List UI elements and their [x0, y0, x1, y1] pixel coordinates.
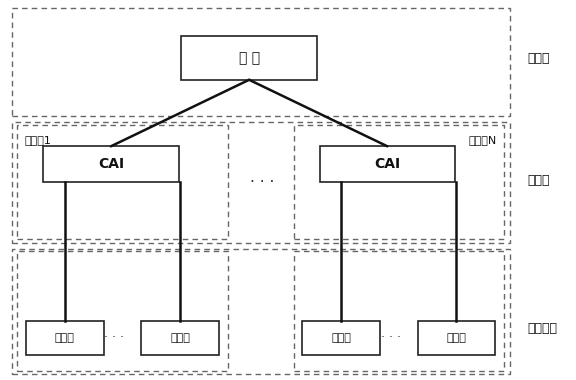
- Text: 传感器: 传感器: [446, 333, 467, 343]
- Text: 变电站N: 变电站N: [469, 135, 497, 145]
- Text: · · ·: · · ·: [104, 331, 124, 344]
- Text: 变电站1: 变电站1: [24, 135, 51, 145]
- Text: 传感器: 传感器: [55, 333, 75, 343]
- Text: 传感器: 传感器: [170, 333, 190, 343]
- Text: · · ·: · · ·: [381, 331, 400, 344]
- FancyBboxPatch shape: [320, 146, 455, 182]
- FancyBboxPatch shape: [26, 321, 104, 355]
- Text: · · ·: · · ·: [250, 175, 274, 190]
- Text: 传感器: 传感器: [331, 333, 351, 343]
- FancyBboxPatch shape: [43, 146, 179, 182]
- Text: CAI: CAI: [374, 157, 400, 171]
- Text: 主 站: 主 站: [238, 51, 260, 65]
- FancyBboxPatch shape: [302, 321, 380, 355]
- Text: CAI: CAI: [98, 157, 124, 171]
- Text: 传感器层: 传感器层: [527, 322, 557, 335]
- FancyBboxPatch shape: [141, 321, 219, 355]
- Text: 主站层: 主站层: [527, 52, 550, 65]
- FancyBboxPatch shape: [418, 321, 495, 355]
- FancyBboxPatch shape: [181, 36, 317, 80]
- Text: 接入层: 接入层: [527, 174, 550, 187]
